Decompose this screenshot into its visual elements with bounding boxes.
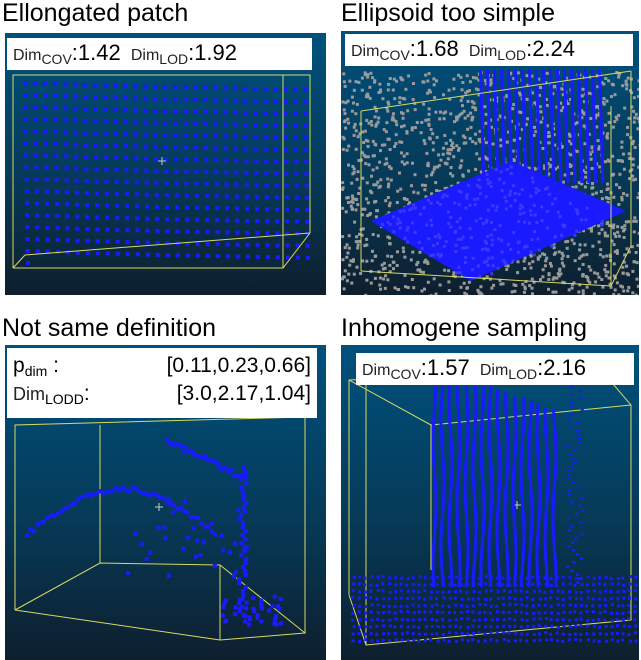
bounding-box [12, 74, 311, 269]
pdim-name: pdim : [13, 354, 59, 379]
bounding-box [14, 416, 306, 641]
point-cloud-view-ellipsoid[interactable]: DimCOV:1.68 DimLOD:2.24 [341, 31, 639, 295]
point-set [23, 81, 310, 265]
panel-title-definition: Not same definition [2, 314, 217, 342]
metric-lod-name: DimLOD [130, 47, 189, 67]
point-cloud-ellipsoid [341, 69, 639, 295]
metric-lod-name: DimLOD [468, 43, 527, 63]
point-set [341, 69, 639, 295]
metric-lod-value: :1.92 [188, 40, 238, 65]
metrics-label-box: pdim : [0.11,0.23,0.66] DimLODD: [3.0,2.… [7, 348, 317, 418]
point-cloud-view-inhomogene[interactable]: DimCOV:1.57 DimLOD:2.16 [341, 345, 639, 660]
pdim-row: pdim : [0.11,0.23,0.66] [13, 354, 311, 379]
metrics-label-box: DimCOV:1.68 DimLOD:2.24 [345, 34, 633, 66]
dimlodd-value: [3.0,2.17,1.04] [176, 382, 311, 405]
point-cloud-definition [14, 416, 306, 641]
metric-lod-value: :2.24 [526, 36, 576, 61]
metric-cov-value: :1.57 [420, 355, 470, 380]
bounding-box [360, 70, 632, 287]
pdim-value: [0.11,0.23,0.66] [166, 354, 311, 377]
point-set [25, 438, 283, 627]
dimlodd-row: DimLODD: [3.0,2.17,1.04] [13, 382, 311, 407]
crosshair-icon [158, 157, 166, 165]
point-cloud-inhomogene [348, 365, 638, 646]
metrics-label-box: DimCOV:1.57 DimLOD:2.16 [356, 353, 634, 385]
crosshair-icon [155, 503, 163, 511]
point-cloud-view-definition[interactable]: pdim : [0.11,0.23,0.66] DimLODD: [3.0,2.… [5, 345, 326, 660]
point-cloud-view-ellongated[interactable]: DimCOV:1.42 DimLOD:1.92 [5, 33, 326, 295]
bounding-box [348, 369, 632, 646]
metric-cov-value: :1.42 [71, 40, 121, 65]
point-set [351, 365, 638, 643]
metric-lod-value: :2.16 [537, 355, 587, 380]
metric-cov-name: DimCOV [13, 47, 72, 67]
metric-cov-value: :1.68 [409, 36, 459, 61]
panel-title-ellipsoid: Ellipsoid too simple [341, 0, 555, 27]
dimlodd-name: DimLODD: [13, 382, 90, 407]
metrics-label-box: DimCOV:1.42 DimLOD:1.92 [7, 38, 312, 70]
point-cloud-ellongated [12, 74, 311, 269]
metric-lod-name: DimLOD [479, 362, 538, 382]
panel-title-ellongated: Ellongated patch [2, 0, 189, 27]
metric-cov-name: DimCOV [351, 43, 410, 63]
metric-cov-name: DimCOV [362, 362, 421, 382]
panel-title-inhomogene: Inhomogene sampling [341, 314, 587, 342]
